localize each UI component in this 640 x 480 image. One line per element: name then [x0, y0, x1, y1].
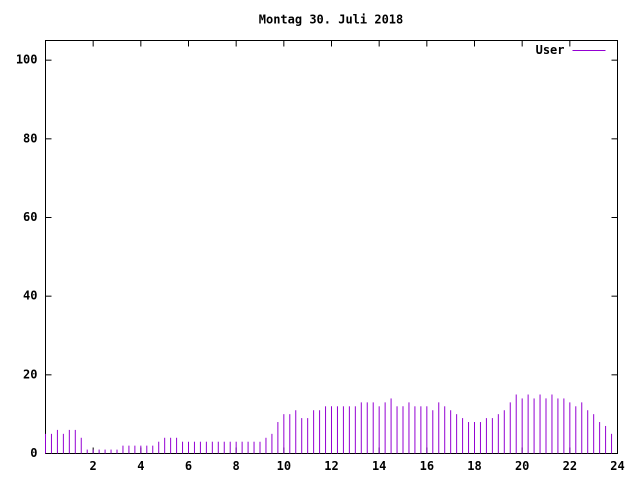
y-tick-label: 100	[16, 53, 38, 67]
x-tick-label: 10	[277, 459, 291, 473]
x-tick-label: 16	[420, 459, 434, 473]
chart-title: Montag 30. Juli 2018	[259, 13, 404, 27]
x-tick-label: 24	[610, 459, 624, 473]
y-tick-label: 20	[23, 367, 37, 381]
y-tick-label: 60	[23, 210, 37, 224]
x-tick-label: 18	[467, 459, 481, 473]
y-tick-label: 0	[30, 446, 37, 460]
y-tick-label: 80	[23, 131, 37, 145]
x-tick-label: 8	[233, 459, 240, 473]
x-tick-label: 6	[185, 459, 192, 473]
x-tick-label: 22	[563, 459, 577, 473]
x-tick-label: 14	[372, 459, 386, 473]
x-tick-label: 12	[324, 459, 338, 473]
x-tick-label: 4	[137, 459, 144, 473]
x-tick-label: 20	[515, 459, 529, 473]
x-tick-label: 2	[90, 459, 97, 473]
legend-label: User	[536, 43, 565, 57]
plot-frame	[45, 40, 618, 454]
y-tick-label: 40	[23, 289, 37, 303]
